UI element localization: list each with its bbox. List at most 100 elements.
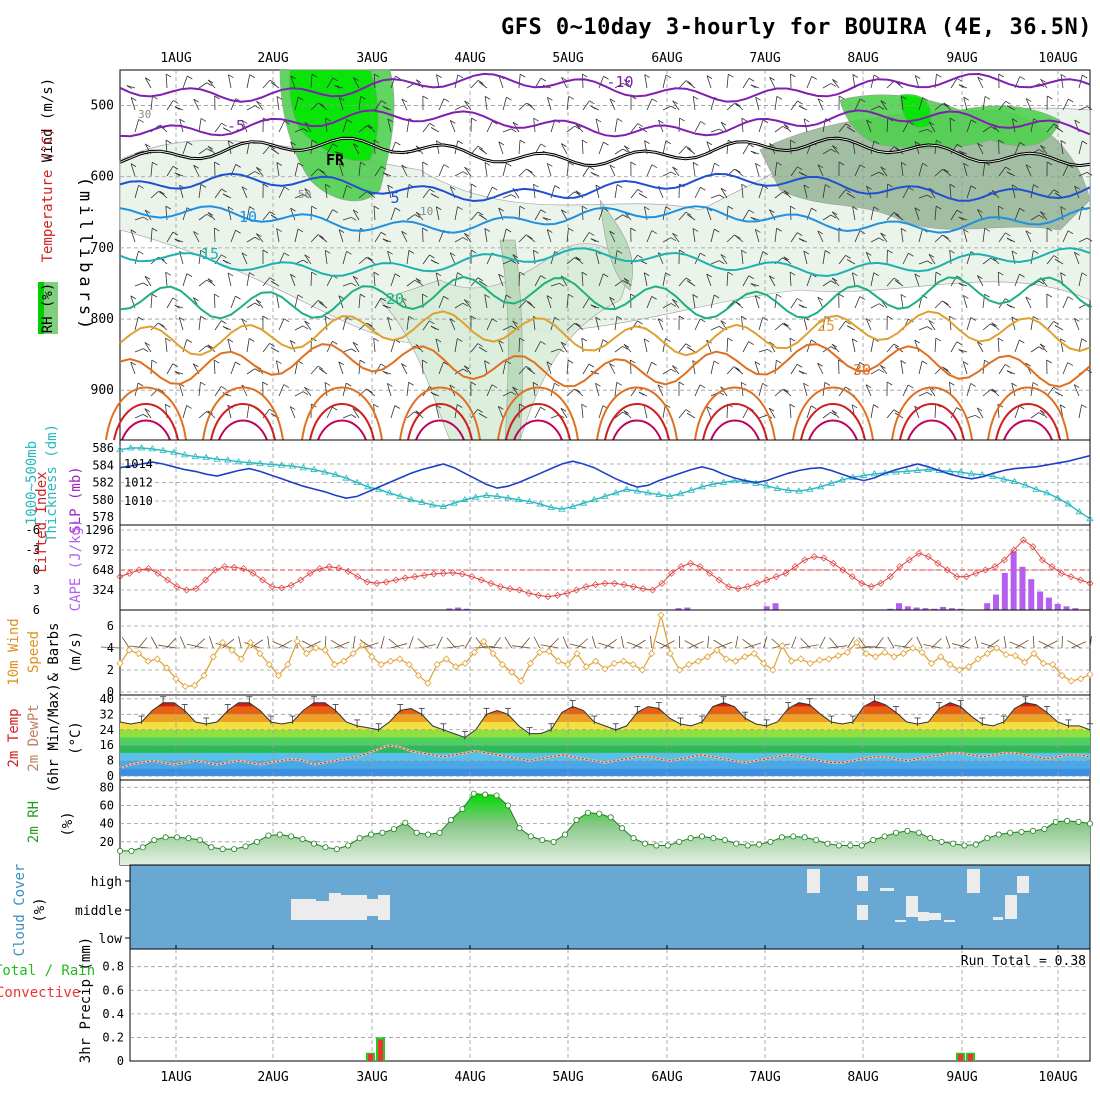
wind-barb-flag [478, 346, 485, 351]
wind-barb [851, 338, 856, 353]
cape-bar [446, 608, 453, 610]
lifted-index-point [525, 589, 533, 597]
wind-barb [454, 302, 464, 309]
wind-barb-flag [174, 238, 180, 243]
pressure-tick-label: 500 [91, 99, 114, 114]
wind-barb-flag [975, 414, 981, 419]
wind-barb-flag [317, 234, 324, 238]
wind10m-barb [866, 645, 885, 649]
wind-barb [262, 277, 271, 287]
wind-barb [854, 98, 861, 111]
wind-barb-flag [811, 76, 817, 80]
wind10m-point [713, 646, 721, 654]
wind-barb [623, 410, 632, 419]
wind-barb-flag [1046, 227, 1053, 232]
wind-barb [902, 121, 909, 133]
wind-barb-flag [956, 341, 962, 346]
wind-barb [435, 272, 440, 287]
wind-barb [214, 188, 222, 199]
wind-barb-flag [718, 260, 725, 264]
wind-barb [130, 361, 136, 375]
wind-barb-flag [693, 95, 699, 100]
wind10m-point [1039, 659, 1047, 667]
wind-barb [934, 300, 943, 309]
wind-barb-flag [304, 188, 310, 192]
wind-barb-flag [782, 125, 788, 130]
wind-barb-flag [622, 148, 629, 153]
wind-barb [918, 163, 923, 177]
wind-barb [290, 75, 296, 89]
wind-barb [982, 96, 986, 111]
wind-barb [387, 251, 392, 265]
wind-barb-flag [373, 139, 380, 144]
isotherm-line [119, 205, 1091, 234]
bottom-date-label: 6AUG [651, 1070, 682, 1085]
wind-barb-flag [254, 105, 261, 110]
wind-barb-flag [479, 214, 485, 219]
temp-tick-label: 24 [100, 723, 114, 737]
wind-barb-flag [859, 164, 866, 169]
wind-barb-flag [825, 184, 831, 188]
thickness-point [698, 483, 706, 490]
wind10m-point [769, 666, 777, 674]
wind-barb [1025, 98, 1032, 111]
thickness-point [439, 502, 448, 510]
wind-barb-flag [754, 361, 761, 365]
wind-barb [484, 162, 488, 177]
lifted-index-point [924, 553, 932, 561]
wind-barb [831, 343, 840, 353]
slp-tick-label: 1010 [124, 494, 153, 508]
wind-barb-flag [1038, 214, 1045, 219]
lifted-index-point [211, 566, 219, 574]
wind-barb-flag [373, 205, 380, 210]
wind-barb [902, 187, 909, 199]
wind-barb [227, 206, 232, 221]
wind-barb-flag [713, 294, 720, 299]
wind-barb-flag [271, 148, 277, 153]
wind-barb [1078, 106, 1088, 111]
wind-barb [518, 272, 521, 287]
wind-barb-flag [651, 98, 658, 103]
wind10m-barb [952, 643, 969, 649]
wind-barb-flag [589, 100, 595, 105]
wind-barb [518, 206, 521, 221]
wind-barb [609, 164, 616, 177]
rh2m-label: 2m RH [26, 801, 42, 843]
wind-barb-flag [542, 217, 548, 221]
wind-barb [852, 272, 856, 287]
wind-barb-flag [762, 382, 768, 387]
wind-barb-flag [1012, 118, 1018, 123]
bottom-date-label: 5AUG [552, 1070, 583, 1085]
wind10m-point [638, 666, 646, 674]
wind-barb-flag [748, 209, 755, 214]
wind-barb-flag [866, 185, 872, 190]
wind-barb-flag [880, 232, 886, 237]
wind-barb-flag [271, 82, 277, 86]
wind10m-point [377, 660, 385, 669]
wind-barb-flag [346, 119, 353, 123]
thickness-point [170, 448, 178, 455]
lifted-index-point [439, 569, 447, 577]
wind-barb [662, 74, 667, 89]
wind-barb-flag [221, 254, 227, 259]
lifted-index-point [1038, 556, 1046, 564]
isotherm-label: 10 [239, 208, 257, 226]
wind-barb-flag [914, 141, 921, 145]
wind-barb [870, 303, 880, 309]
wind-barb [692, 228, 696, 243]
wind-barb-flag [643, 338, 650, 343]
wind10m-point [955, 666, 963, 674]
wind-barb [789, 404, 792, 419]
wind-barb [358, 162, 361, 177]
temp2m-label: 2m Temp [6, 708, 22, 767]
wind10m-barb [1015, 639, 1029, 649]
wind-barb-flag [789, 337, 796, 342]
wind-barb [803, 383, 808, 397]
wind10m-barb [540, 644, 559, 649]
wind-barb-flag [165, 403, 171, 408]
wind-barb [166, 166, 174, 177]
wind-barb-flag [241, 252, 248, 257]
wind-barb [1073, 318, 1080, 331]
wind-barb-flag [519, 337, 525, 342]
wind-barb-flag [750, 150, 756, 155]
